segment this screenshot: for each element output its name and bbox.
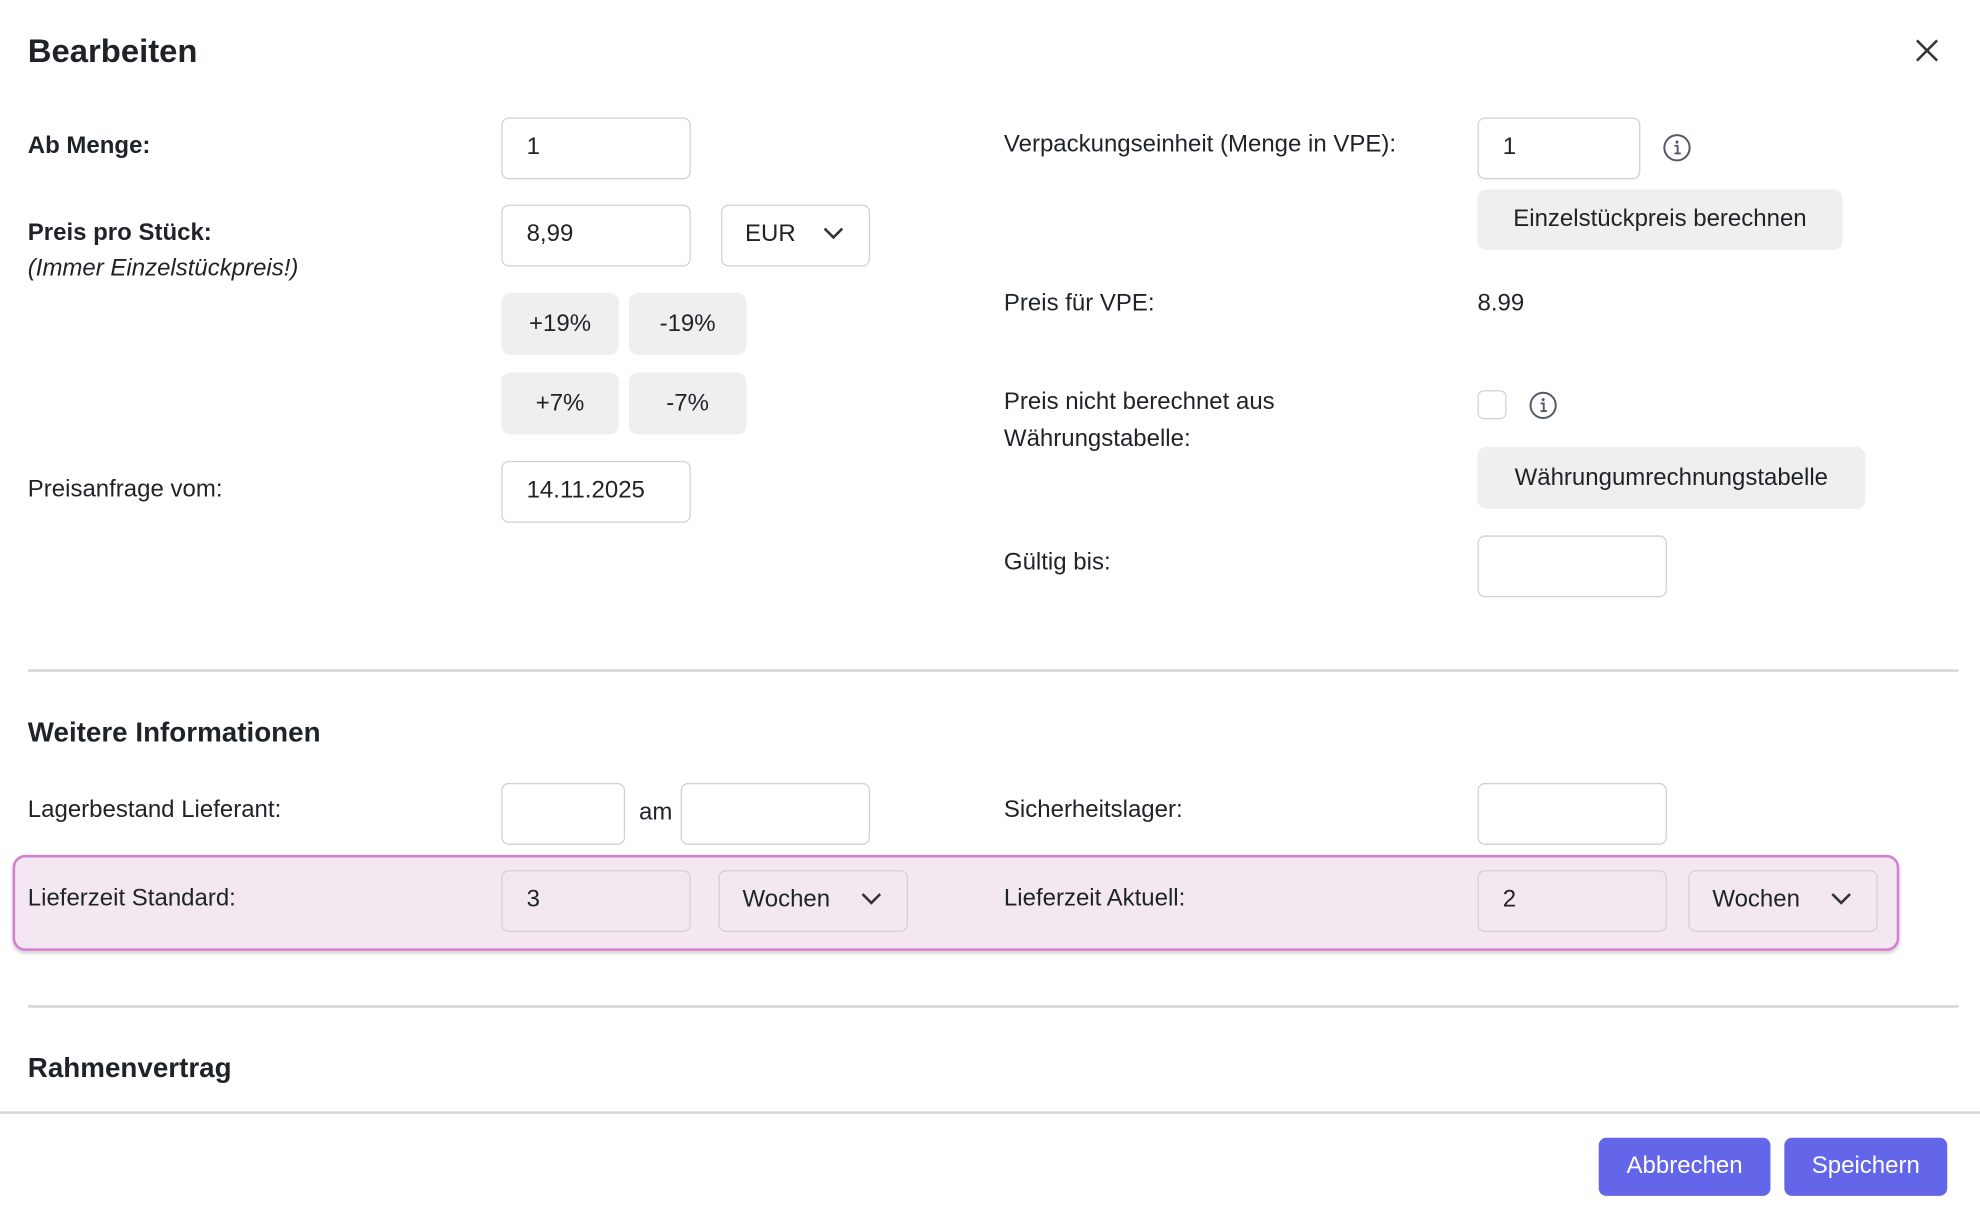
chevron-down-icon xyxy=(1831,893,1851,905)
ab-menge-input[interactable]: 1 xyxy=(501,117,691,180)
lieferzeit-standard-unit-select[interactable]: Wochen xyxy=(718,870,908,932)
plus-19-button[interactable]: +19% xyxy=(501,292,619,355)
dialog-title: Bearbeiten xyxy=(27,31,198,70)
weitere-informationen-title: Weitere Informationen xyxy=(27,716,321,748)
waehrungstabelle-button[interactable]: Währungumrechnungstabelle xyxy=(1477,447,1866,509)
chevron-down-icon xyxy=(861,893,882,905)
lagerbestand-label: Lagerbestand Lieferant: xyxy=(27,796,282,824)
preis-vpe-label: Preis für VPE: xyxy=(1003,290,1155,317)
unit-value: Wochen xyxy=(742,886,831,914)
chevron-down-icon xyxy=(823,227,844,240)
lagerbestand-input[interactable] xyxy=(501,782,626,845)
sicherheitslager-label: Sicherheitslager: xyxy=(1003,796,1183,824)
lieferzeit-aktuell-label: Lieferzeit Aktuell: xyxy=(1003,885,1186,912)
save-button[interactable]: Speichern xyxy=(1784,1137,1948,1196)
preis-hint: (Immer Einzelstückpreis!) xyxy=(27,255,299,282)
minus-7-button[interactable]: -7% xyxy=(628,372,747,435)
cancel-button[interactable]: Abbrechen xyxy=(1598,1137,1771,1196)
divider xyxy=(27,669,1959,672)
preisanfrage-label: Preisanfrage vom: xyxy=(27,476,223,503)
lieferzeit-aktuell-unit-select[interactable]: Wochen xyxy=(1688,870,1878,932)
info-icon[interactable] xyxy=(1529,391,1557,419)
lieferzeit-standard-input[interactable]: 3 xyxy=(501,870,691,932)
nicht-berechnet-checkbox[interactable] xyxy=(1477,390,1507,420)
preis-vpe-value: 8.99 xyxy=(1477,290,1525,317)
nicht-berechnet-label-2: Währungstabelle: xyxy=(1003,425,1191,453)
rahmenvertrag-title: Rahmenvertrag xyxy=(27,1051,232,1084)
gueltig-bis-label: Gültig bis: xyxy=(1003,549,1111,576)
close-icon[interactable] xyxy=(1912,35,1942,65)
preis-input[interactable]: 8,99 xyxy=(501,204,691,267)
preisanfrage-input[interactable]: 14.11.2025 xyxy=(501,460,691,523)
lieferzeit-aktuell-input[interactable]: 2 xyxy=(1477,870,1667,932)
lieferzeit-standard-label: Lieferzeit Standard: xyxy=(27,885,236,912)
currency-select[interactable]: EUR xyxy=(721,204,871,267)
nicht-berechnet-label-1: Preis nicht berechnet aus xyxy=(1003,388,1275,416)
info-icon[interactable] xyxy=(1663,134,1691,162)
vpe-label: Verpackungseinheit (Menge in VPE): xyxy=(1003,131,1397,158)
am-label: am xyxy=(638,799,673,826)
plus-7-button[interactable]: +7% xyxy=(501,372,619,435)
minus-19-button[interactable]: -19% xyxy=(628,292,747,355)
lagerbestand-date-input[interactable] xyxy=(680,782,871,845)
unit-value: Wochen xyxy=(1712,886,1800,914)
einzelstueckpreis-berechnen-button[interactable]: Einzelstückpreis berechnen xyxy=(1477,189,1843,251)
footer-divider xyxy=(0,1111,1980,1114)
divider xyxy=(27,1005,1959,1008)
vpe-input[interactable]: 1 xyxy=(1477,117,1641,180)
preis-pro-stueck-label: Preis pro Stück: xyxy=(27,219,212,247)
ab-menge-label: Ab Menge: xyxy=(27,132,151,160)
currency-value: EUR xyxy=(745,220,796,248)
gueltig-bis-input[interactable] xyxy=(1477,535,1667,598)
sicherheitslager-input[interactable] xyxy=(1477,782,1667,845)
